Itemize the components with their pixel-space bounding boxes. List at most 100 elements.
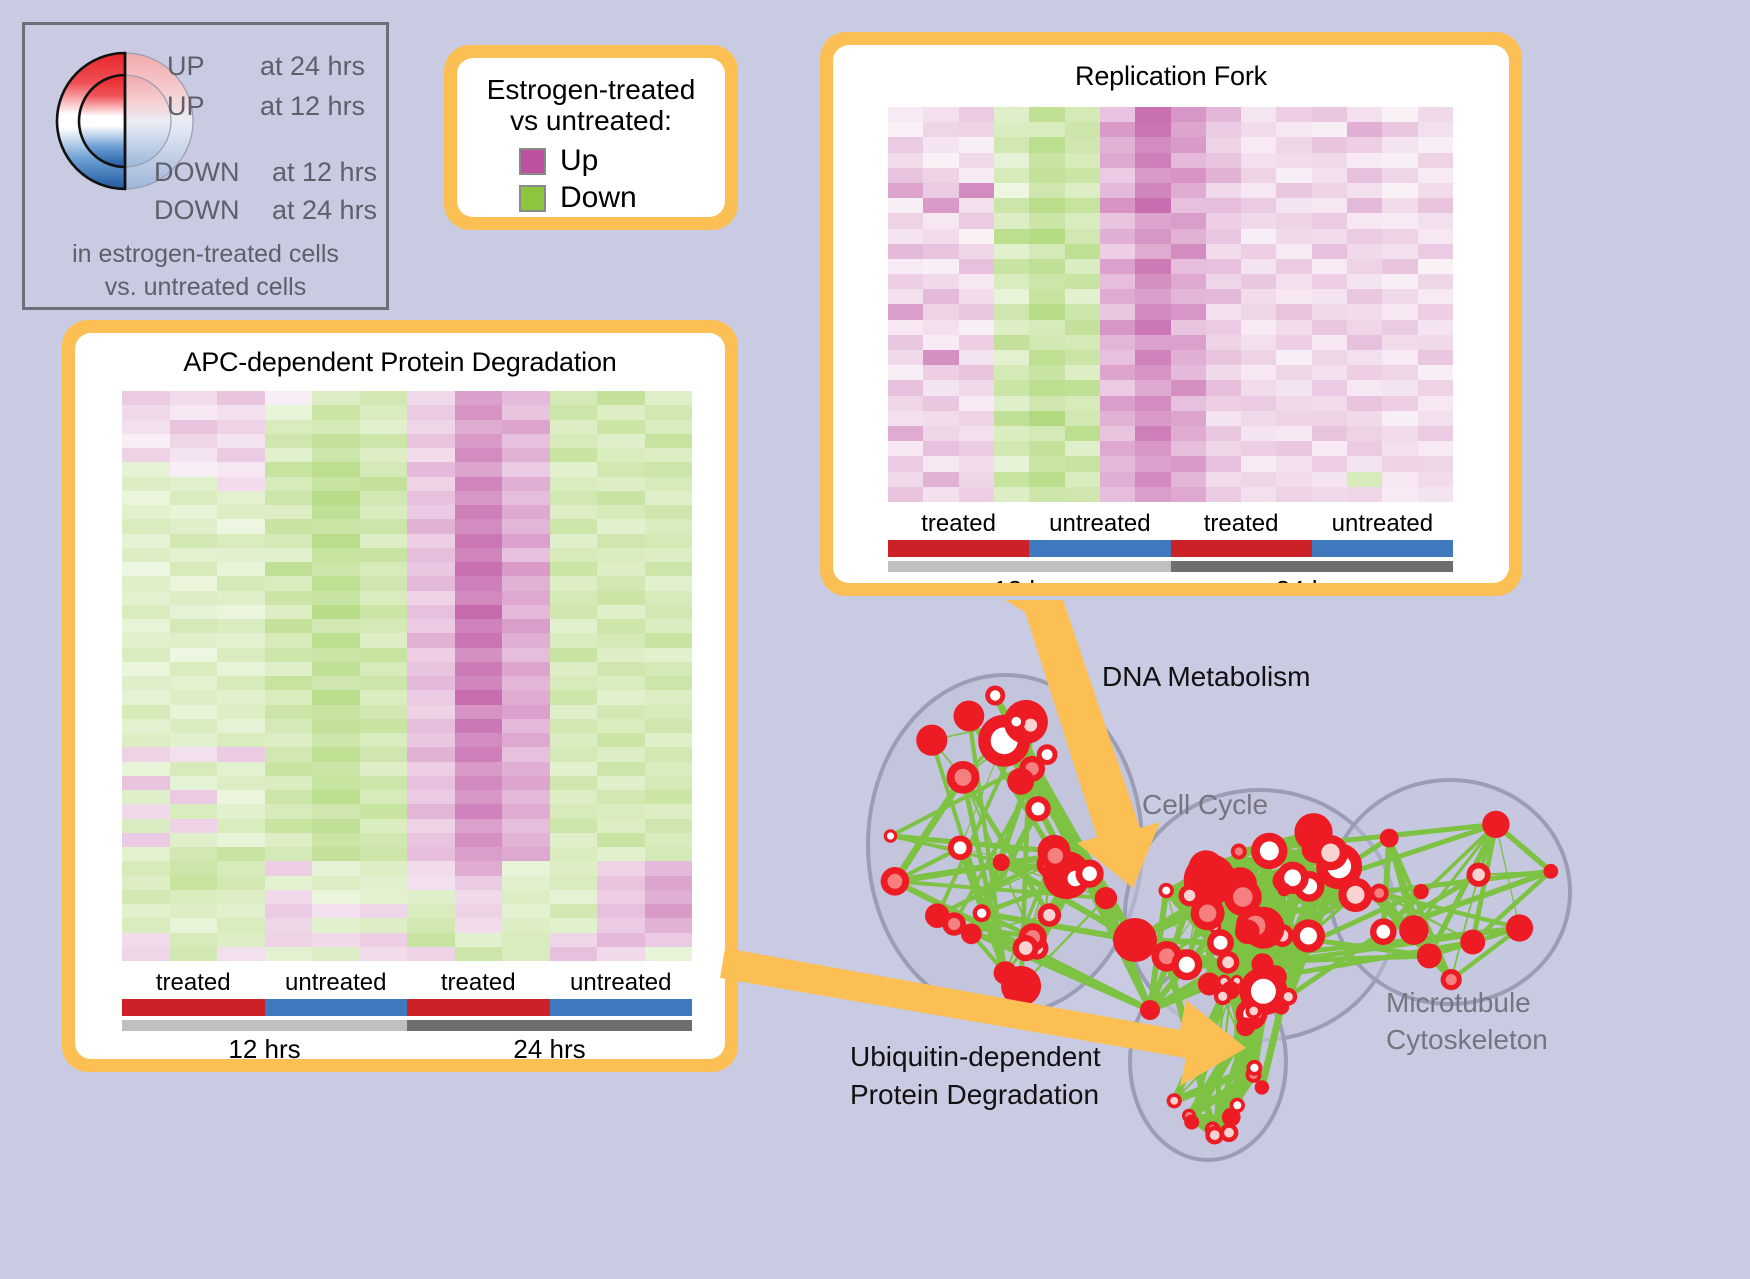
network-node-core	[1346, 885, 1365, 904]
network-node	[1379, 828, 1399, 848]
network-node-core	[1047, 848, 1064, 864]
network-node-core	[1250, 978, 1276, 1004]
network-node-core	[1041, 749, 1053, 760]
key-caption-line1: in estrogen-treated cells	[72, 240, 339, 268]
sample-group-label: treated	[921, 510, 996, 537]
cluster-label-microtubule-line1: Microtubule	[1386, 987, 1531, 1018]
cluster-label-microtubule-line2: Cytoskeleton	[1386, 1024, 1548, 1055]
cluster-label-cell-cycle: Cell Cycle	[1142, 789, 1269, 820]
cluster-label-ubiquitin-line2: Protein Degradation	[850, 1079, 1100, 1110]
network-node	[1399, 915, 1429, 945]
network-node	[1460, 929, 1486, 955]
network-node-core	[1374, 888, 1385, 898]
timepoint-label: 24 hrs	[513, 1034, 586, 1059]
network-node-core	[1162, 886, 1171, 895]
network-node	[953, 700, 985, 732]
sample-group-bar	[407, 999, 550, 1016]
network-node	[1094, 887, 1118, 910]
legend-item-down: Down	[519, 180, 711, 217]
network-node	[992, 853, 1010, 871]
network-node-core	[990, 690, 1001, 701]
replication-fork-title: Replication Fork	[1075, 61, 1267, 91]
timepoint-bar	[122, 1020, 407, 1031]
network-node-core	[1183, 889, 1196, 902]
cluster-label-ubiquitin-line1: Ubiquitin-dependent	[850, 1041, 1101, 1072]
network-node	[1413, 883, 1429, 900]
network-node-core	[948, 917, 961, 931]
network-node	[1416, 943, 1442, 969]
network-node-core	[1249, 1006, 1258, 1016]
network-node-core	[1259, 841, 1279, 861]
apc-degradation-title: APC-dependent Protein Degradation	[183, 347, 617, 377]
timepoint-label: 12 hrs	[228, 1034, 301, 1059]
legend-item-up: Up	[519, 143, 711, 180]
estrogen-legend-panel: Estrogen-treated vs untreated: Up Down	[444, 45, 738, 230]
network-node	[1007, 767, 1035, 795]
legend-swatch-down-icon	[519, 184, 546, 212]
key-time-down-12: at 12 hrs	[272, 157, 378, 187]
network-node-core	[1018, 941, 1033, 955]
sample-group-bar	[1170, 540, 1312, 557]
network-node-core	[1024, 718, 1038, 732]
key-label-up-24: UP	[167, 51, 205, 81]
network-node-core	[1472, 868, 1485, 881]
network-node-core	[1170, 1096, 1179, 1105]
legend-title-line1: Estrogen-treated	[486, 74, 696, 105]
sample-group-bar	[888, 540, 1030, 557]
network-node-core	[1011, 716, 1022, 727]
replication-fork-annotation: treated untreated treated untreated 12 hrs2…	[888, 510, 1453, 583]
sample-group-bar	[549, 999, 692, 1016]
cluster-label-dna-metabolism: DNA Metabolism	[1102, 661, 1311, 692]
apc-degradation-heatmap	[122, 391, 692, 961]
key-label-down-12: DOWN	[154, 157, 240, 187]
network-node-core	[1043, 909, 1056, 922]
key-time-up-12: at 12 hrs	[260, 91, 366, 121]
key-time-up-24: at 24 hrs	[260, 51, 366, 81]
network-node-core	[1218, 991, 1228, 1001]
network-node-core	[1233, 887, 1253, 907]
replication-fork-heatmap	[888, 107, 1453, 502]
network-node-core	[1209, 1130, 1220, 1140]
network-node-core	[1321, 843, 1340, 862]
network-node-core	[1376, 924, 1391, 939]
timepoint-bar	[407, 1020, 692, 1031]
network-node-core	[1031, 802, 1045, 816]
network-node	[1543, 863, 1559, 879]
legend-title-line2: vs untreated:	[510, 105, 672, 137]
key-caption-line2: vs. untreated cells	[104, 273, 307, 301]
sample-group-bar	[1029, 540, 1171, 557]
apc-degradation-panel: APC-dependent Protein Degradation treate…	[62, 320, 738, 1072]
network-node-core	[1222, 956, 1234, 969]
network-node-core	[886, 832, 895, 840]
network-node-core	[1224, 1127, 1234, 1138]
network-node	[916, 724, 948, 756]
sample-group-label: untreated	[285, 969, 387, 996]
color-key-box: UP at 24 hrs UP at 12 hrs DOWN at 12 hrs…	[22, 22, 389, 310]
legend-swatch-up-icon	[519, 147, 546, 175]
timepoint-label: 24 hrs	[1171, 575, 1454, 583]
apc-degradation-annotation: treated untreated treated untreated 12 hrs 2…	[122, 969, 692, 1059]
network-node	[960, 923, 982, 945]
legend-label-down: Down	[560, 181, 637, 215]
network-node-core	[1284, 869, 1301, 887]
sample-group-label: untreated	[570, 969, 672, 996]
sample-group-label: untreated	[1049, 510, 1151, 537]
sample-group-label: treated	[155, 969, 231, 996]
network-graph	[866, 673, 1572, 1162]
network-node	[1254, 1080, 1270, 1095]
timepoint-bar	[888, 561, 1171, 572]
network-node	[1273, 998, 1290, 1015]
network-node-core	[887, 873, 903, 889]
network-node-core	[1233, 1101, 1242, 1110]
network-node-core	[953, 841, 967, 855]
network-node-core	[1283, 992, 1293, 1002]
network-node-core	[954, 768, 972, 786]
sample-group-bar	[122, 999, 265, 1016]
network-node	[1505, 914, 1534, 942]
network-node	[1113, 918, 1157, 962]
key-label-up-12: UP	[167, 91, 205, 121]
network-node-core	[1445, 974, 1457, 986]
network-node	[1184, 1114, 1200, 1130]
network-node-core	[1299, 927, 1317, 945]
network-node-core	[1082, 866, 1097, 881]
